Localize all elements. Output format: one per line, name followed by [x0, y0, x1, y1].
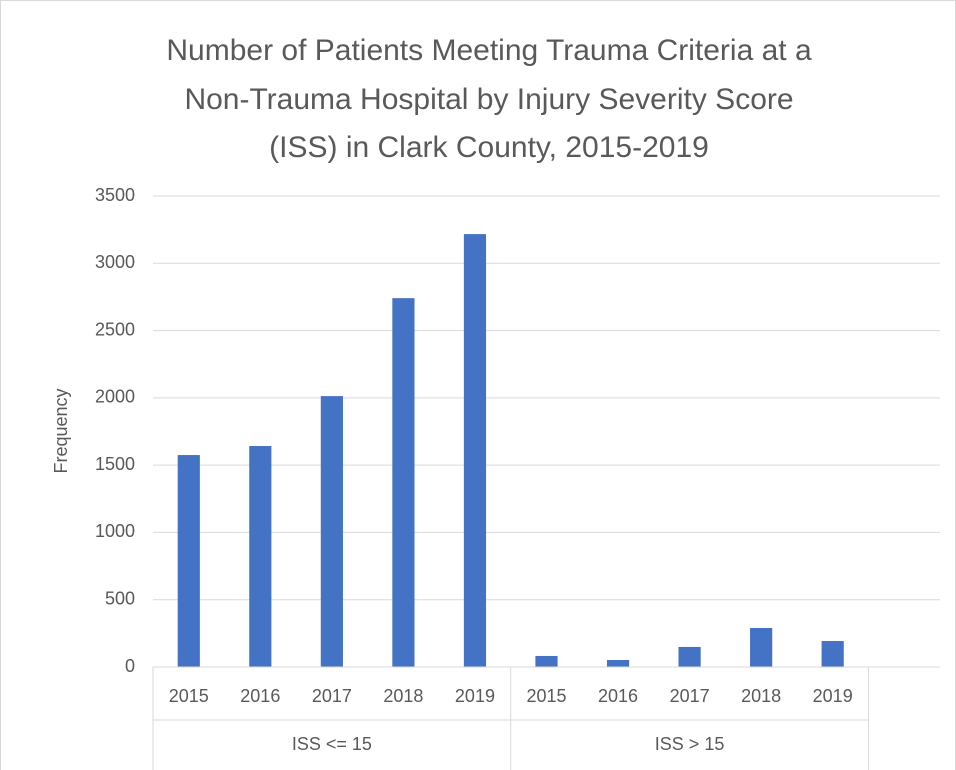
bar [320, 396, 343, 667]
chart-title: (ISS) in Clark County, 2015-2019 [269, 131, 709, 164]
x-tick-label: 2015 [169, 686, 209, 706]
y-tick-label: 1000 [95, 521, 135, 541]
group-label: ISS > 15 [655, 734, 725, 754]
y-tick-label: 2500 [95, 319, 135, 339]
y-tick-label: 2000 [95, 387, 135, 407]
bar [606, 660, 630, 667]
bar [750, 627, 773, 667]
bar [678, 646, 701, 667]
x-tick-label: 2019 [813, 686, 853, 706]
x-tick-label: 2016 [598, 686, 638, 706]
x-tick-label: 2018 [741, 686, 781, 706]
bar [463, 234, 487, 667]
bar [177, 455, 200, 667]
bar [392, 298, 415, 667]
chart-title: Number of Patients Meeting Trauma Criter… [166, 34, 812, 67]
y-tick-label: 3500 [95, 185, 135, 205]
x-tick-label: 2016 [240, 686, 280, 706]
chart-title: Non-Trauma Hospital by Injury Severity S… [184, 83, 793, 116]
y-tick-label: 1500 [95, 454, 135, 474]
x-tick-label: 2015 [526, 686, 566, 706]
x-tick-label: 2017 [312, 686, 352, 706]
x-tick-label: 2019 [455, 686, 495, 706]
y-tick-label: 0 [125, 656, 135, 676]
x-tick-label: 2018 [383, 686, 423, 706]
group-label: ISS <= 15 [292, 734, 372, 754]
x-tick-label: 2017 [670, 686, 710, 706]
bar [535, 655, 558, 667]
y-axis-label: Frequency [51, 388, 71, 473]
y-tick-label: 500 [105, 588, 135, 608]
bar [821, 641, 844, 667]
bar [249, 446, 272, 667]
y-tick-label: 3000 [95, 252, 135, 272]
